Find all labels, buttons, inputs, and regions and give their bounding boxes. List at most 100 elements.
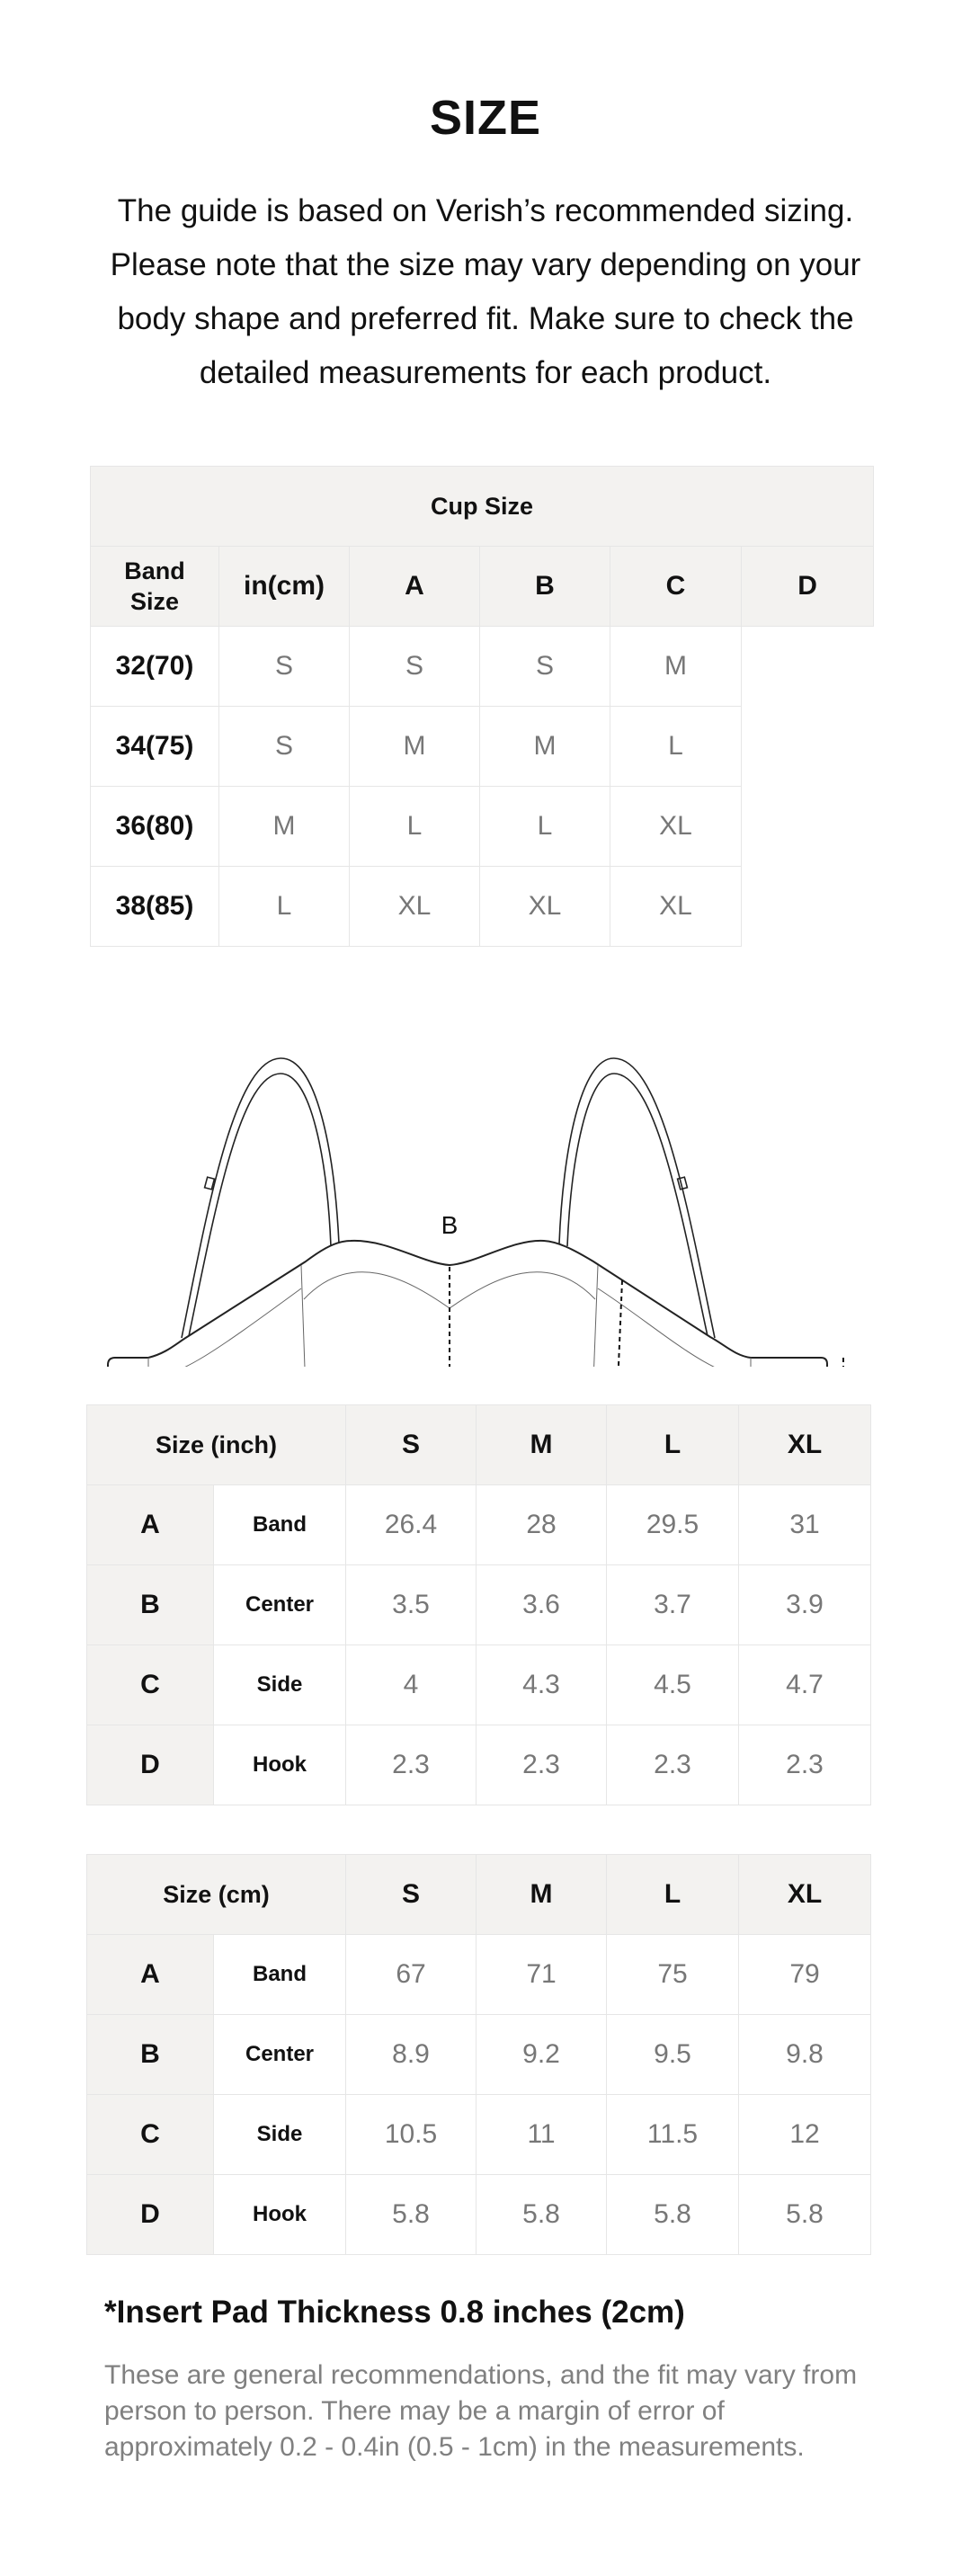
size-cm-table: Size (cm) S M L XL A Band 67 71 75 79 B Center 8…: [85, 1854, 872, 2255]
measure-value-cell: 11.5: [606, 2094, 740, 2175]
measure-name-cell: Band: [212, 1484, 347, 1565]
table-row: A Band 67 71 75 79: [86, 1934, 872, 2015]
size-header: S: [345, 1404, 477, 1485]
measure-name-cell: Side: [212, 1645, 347, 1725]
measure-value-cell: 4.3: [476, 1645, 608, 1725]
band-size-cell: 34(75): [90, 706, 219, 787]
measure-value-cell: 29.5: [606, 1484, 740, 1565]
measure-value-cell: 4: [345, 1645, 477, 1725]
measure-value-cell: 11: [476, 2094, 608, 2175]
table-row: 36(80) M L L XL: [90, 786, 874, 867]
measure-name-cell: Center: [212, 1564, 347, 1645]
measure-value-cell: 9.2: [476, 2014, 608, 2095]
table-row: D Hook 5.8 5.8 5.8 5.8: [86, 2174, 872, 2255]
measure-code-cell: D: [86, 1725, 214, 1805]
measure-value-cell: 71: [476, 1934, 608, 2015]
measure-name-cell: Hook: [212, 1725, 347, 1805]
size-cell: L: [479, 786, 610, 867]
table-row: A Band 26.4 28 29.5 31: [86, 1484, 872, 1565]
measure-value-cell: 67: [345, 1934, 477, 2015]
size-header: M: [476, 1854, 608, 1935]
cup-header: C: [610, 546, 742, 627]
intro-text: The guide is based on Verish’s recommend…: [110, 193, 861, 390]
size-header: S: [345, 1854, 477, 1935]
measure-value-cell: 31: [738, 1484, 872, 1565]
size-cell: M: [349, 706, 480, 787]
measure-value-cell: 9.8: [738, 2014, 872, 2095]
table-row: 34(75) S M M L: [90, 706, 874, 787]
size-cell: M: [218, 786, 350, 867]
measure-value-cell: 3.9: [738, 1564, 872, 1645]
cup-size-table: Cup Size Band Size in(cm) A B C D 32(70)…: [89, 466, 875, 947]
size-cell: XL: [610, 786, 742, 867]
strap-left: [181, 1057, 340, 1339]
measure-name-cell: Side: [212, 2094, 347, 2175]
size-cell: L: [349, 786, 480, 867]
size-cell: M: [610, 626, 742, 707]
table-row: 32(70) S S S M: [90, 626, 874, 707]
size-cell: L: [610, 706, 742, 787]
cup-header: B: [479, 546, 610, 627]
size-cell: S: [218, 706, 350, 787]
measure-value-cell: 3.6: [476, 1564, 608, 1645]
band-size-cell: 38(85): [90, 866, 219, 947]
measure-value-cell: 3.7: [606, 1564, 740, 1645]
measure-value-cell: 5.8: [738, 2174, 872, 2255]
measure-code-cell: B: [86, 1564, 214, 1645]
size-cell: L: [218, 866, 350, 947]
measure-value-cell: 75: [606, 1934, 740, 2015]
measure-name-cell: Hook: [212, 2174, 347, 2255]
measure-value-cell: 9.5: [606, 2014, 740, 2095]
size-cell: S: [349, 626, 480, 707]
cup-header: D: [740, 546, 875, 627]
measure-name-cell: Band: [212, 1934, 347, 2015]
band-size-header: Band Size: [90, 546, 219, 627]
size-inch-table: Size (inch) S M L XL A Band 26.4 28 29.5 31 B C…: [85, 1404, 872, 1805]
measure-value-cell: 2.3: [476, 1725, 608, 1805]
measure-value-cell: 2.3: [345, 1725, 477, 1805]
measure-value-cell: 4.7: [738, 1645, 872, 1725]
table-row: C Side 10.5 11 11.5 12: [86, 2094, 872, 2175]
table-row: C Side 4 4.3 4.5 4.7: [86, 1645, 872, 1725]
measure-value-cell: 5.8: [476, 2174, 608, 2255]
cup-header: A: [349, 546, 480, 627]
measure-code-cell: C: [86, 2094, 214, 2175]
table-row: B Center 8.9 9.2 9.5 9.8: [86, 2014, 872, 2095]
size-header: XL: [738, 1854, 872, 1935]
measure-value-cell: 79: [738, 1934, 872, 2015]
measure-value-cell: 2.3: [738, 1725, 872, 1805]
page-title: SIZE: [429, 91, 542, 145]
measure-lines: [449, 1267, 844, 1367]
measure-value-cell: 5.8: [345, 2174, 477, 2255]
table-row: B Center 3.5 3.6 3.7 3.9: [86, 1564, 872, 1645]
band-size-cell: 32(70): [90, 626, 219, 707]
fit-disclaimer: These are general recommendations, and t…: [104, 2360, 858, 2462]
measure-name-cell: Center: [212, 2014, 347, 2095]
pad-thickness-note: *Insert Pad Thickness 0.8 inches (2cm): [104, 2295, 685, 2330]
measure-value-cell: 12: [738, 2094, 872, 2175]
bra-measurement-diagram: Verish A B C D: [107, 1057, 844, 1367]
measure-code-cell: B: [86, 2014, 214, 2095]
size-header: L: [606, 1404, 740, 1485]
size-cm-header: Size (cm): [85, 1854, 347, 1935]
measure-value-cell: 3.5: [345, 1564, 477, 1645]
size-cell: S: [479, 626, 610, 707]
measure-value-cell: 5.8: [606, 2174, 740, 2255]
measure-code-cell: A: [86, 1484, 214, 1565]
table-row: D Hook 2.3 2.3 2.3 2.3: [86, 1725, 872, 1805]
band-size-cell: 36(80): [90, 786, 219, 867]
size-cell: M: [479, 706, 610, 787]
measure-code-cell: C: [86, 1645, 214, 1725]
size-cell: XL: [479, 866, 610, 947]
table-row: 38(85) L XL XL XL: [90, 866, 874, 947]
measure-value-cell: 4.5: [606, 1645, 740, 1725]
size-cell: XL: [349, 866, 480, 947]
size-header: M: [476, 1404, 608, 1485]
unit-header: in(cm): [218, 546, 350, 627]
measure-value-cell: 2.3: [606, 1725, 740, 1805]
size-inch-header: Size (inch): [85, 1404, 347, 1485]
measure-value-cell: 28: [476, 1484, 608, 1565]
measure-value-cell: 8.9: [345, 2014, 477, 2095]
measure-code-cell: A: [86, 1934, 214, 2015]
cup-size-header: Cup Size: [89, 466, 875, 547]
